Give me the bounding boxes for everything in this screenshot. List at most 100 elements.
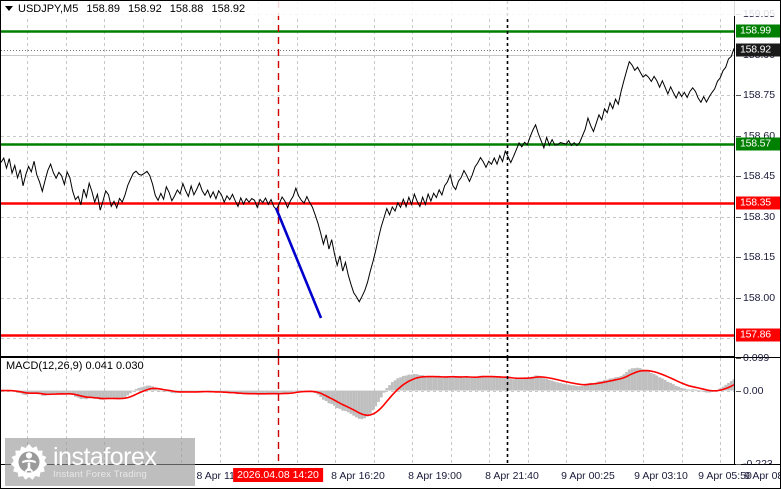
macd-histogram-bar [118,390,121,399]
macd-histogram-bar [134,389,138,391]
macd-histogram-bar [291,390,295,392]
price-plot-area[interactable] [1,1,734,356]
macd-histogram-bar [344,390,347,411]
macd-histogram-bar [123,390,127,398]
macd-histogram-bar [338,390,342,409]
macd-signal-line [1,369,734,417]
price-line-series [1,48,734,303]
tick-mark [736,464,741,465]
macd-histogram-bar [468,377,471,391]
macd-histogram-bar [542,378,546,391]
tick-mark [736,390,741,392]
macd-histogram-bar [390,382,394,391]
macd-histogram-bar [244,390,248,394]
macd-histogram-bar [487,376,491,391]
macd-histogram-bar [705,390,708,393]
macd-histogram-bar [520,378,524,391]
macd-histogram-bar [454,377,458,391]
macd-histogram-bar [459,377,463,391]
macd-histogram-bar [410,374,413,391]
macd-indicator-label: MACD(12,26,9) 0.041 0.030 [6,360,144,372]
price-level-badge[interactable]: 158.57 [736,137,780,151]
macd-histogram-bar [694,389,697,391]
macd-histogram-bar [473,377,477,391]
macd-histogram-bar [51,390,55,394]
ohlc-open: 158.89 [86,2,120,15]
macd-histogram-bar [148,385,152,391]
macd-histogram-bar [421,375,424,391]
price-series-svg [1,1,734,356]
macd-histogram-bar [85,390,88,400]
macd-histogram-bar [286,390,289,394]
price-chart-panel[interactable] [1,1,734,357]
macd-histogram-bar [29,390,33,394]
macd-histogram-bar [578,386,582,391]
macd-histogram-bar [550,380,554,391]
macd-histogram-bar [126,390,130,396]
macd-histogram-bar [363,390,367,419]
macd-histogram-bar [672,384,675,391]
macd-histogram-bar [641,369,645,391]
macd-histogram-bar [164,390,168,392]
macd-histogram-bar [418,375,422,391]
macd-histogram-bar [572,385,576,391]
price-level-badge[interactable]: 158.99 [736,24,780,38]
macd-histogram-bar [357,390,361,419]
macd-histogram-bar [707,390,711,393]
macd-histogram-bar [93,390,97,399]
macd-histogram-bar [65,390,69,394]
tick-mark [736,257,741,259]
macd-histogram-bar [594,382,598,391]
macd-histogram-bar [269,390,273,394]
macd-histogram-bar [608,378,612,391]
macd-histogram-bar [597,381,601,391]
macd-histogram-bar [583,384,587,391]
time-tick-label: 8 Apr 21:40 [485,470,539,482]
macd-histogram-bar [603,379,606,391]
macd-axis[interactable]: 0.099 0.00 -0.223 [734,352,780,470]
macd-histogram-bar [575,385,579,391]
macd-plot-area[interactable] [1,358,734,464]
macd-histogram-bar [570,385,573,391]
macd-histogram-bar [627,369,631,391]
macd-histogram-bar [247,390,251,395]
macd-histogram-bar [649,373,653,391]
macd-histogram-bar [429,376,433,391]
macd-histogram-bar [647,371,650,391]
macd-histogram-bar [385,388,389,391]
macd-histogram-bar [43,390,47,396]
macd-histogram-bar [63,390,66,395]
ohlc-close: 158.92 [211,2,246,15]
time-tick-label: 9 Apr 08:30 [744,470,780,482]
macd-histogram-bar [432,376,436,391]
macd-histogram-bar [90,390,94,399]
macd-histogram-bar [266,390,270,394]
macd-histogram-bar [644,370,648,391]
macd-histogram-bar [509,379,513,391]
macd-histogram-bar [261,390,265,394]
time-axis[interactable]: 8 Apr 11:00 8 Apr 16:20 8 Apr 19:00 8 Apr 2… [1,465,780,488]
triangle-down-icon[interactable] [5,6,13,11]
macd-indicator-panel[interactable]: MACD(12,26,9) 0.041 0.030 [1,357,734,465]
macd-histogram-bar [481,375,485,391]
price-axis[interactable]: 159.05158.90158.75158.60158.45158.30158.… [734,1,780,357]
macd-histogram-bar [54,390,58,394]
selected-time-badge[interactable]: 2026.04.08 14:20 [233,468,323,482]
macd-histogram-bar [638,368,642,391]
macd-histogram-bar [140,387,143,391]
macd-histogram-bar [355,390,358,418]
macd-histogram-bar [660,378,664,391]
macd-histogram-bar [663,379,667,391]
price-level-badge[interactable]: 157.86 [736,328,780,342]
macd-histogram-bar [349,390,353,414]
macd-histogram-bar [131,390,135,392]
macd-histogram-bar [253,390,256,394]
time-tick-label: 8 Apr 16:20 [331,470,385,482]
current-price-badge: 158.92 [736,43,780,57]
macd-histogram-bar [87,390,91,399]
price-level-badge[interactable]: 158.35 [736,196,780,210]
macd-histogram-bar [605,379,609,391]
macd-histogram-bar [476,376,480,391]
macd-histogram-bar [564,384,568,391]
macd-histogram-bar [556,382,560,391]
